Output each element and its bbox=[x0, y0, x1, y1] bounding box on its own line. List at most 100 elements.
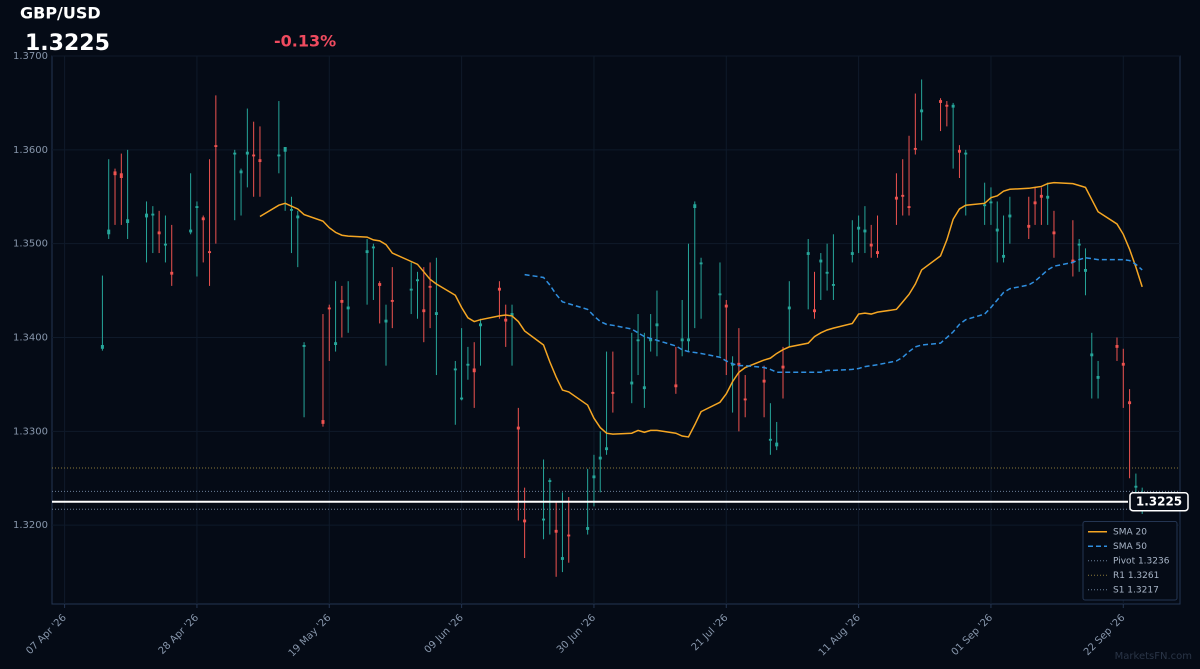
candle-body bbox=[1027, 224, 1031, 228]
candle-body bbox=[869, 243, 873, 247]
candle-body bbox=[252, 154, 256, 157]
candle-body bbox=[283, 147, 287, 152]
candle-body bbox=[1128, 401, 1132, 405]
candle-body bbox=[479, 323, 483, 327]
candle-body bbox=[1052, 231, 1056, 235]
candle-body bbox=[1008, 214, 1012, 218]
candle-body bbox=[296, 215, 300, 219]
candle-body bbox=[409, 288, 413, 291]
candle-body bbox=[195, 206, 199, 209]
legend-label: SMA 50 bbox=[1113, 542, 1147, 552]
candle-body bbox=[1115, 345, 1119, 348]
candle-body bbox=[542, 518, 546, 521]
candle-body bbox=[743, 398, 747, 401]
candle-body bbox=[119, 173, 123, 178]
candle-body bbox=[390, 299, 394, 302]
candle-body bbox=[768, 438, 772, 441]
candle-body bbox=[163, 243, 167, 246]
candle-body bbox=[724, 304, 728, 308]
candle-body bbox=[239, 170, 243, 174]
candle-body bbox=[384, 319, 388, 323]
candle-body bbox=[201, 217, 205, 221]
candle-body bbox=[340, 299, 344, 303]
candle-body bbox=[434, 312, 438, 315]
candle-body bbox=[289, 208, 293, 211]
candle-body bbox=[850, 252, 854, 255]
candle-body bbox=[611, 391, 615, 394]
legend-label: S1 1.3217 bbox=[1113, 585, 1159, 595]
y-tick-label: 1.3400 bbox=[13, 333, 48, 344]
candle-body bbox=[762, 379, 766, 383]
candle-body bbox=[699, 262, 703, 265]
candle-body bbox=[1077, 243, 1081, 246]
candle-body bbox=[346, 306, 350, 310]
candle-body bbox=[189, 229, 193, 233]
candle-body bbox=[989, 201, 993, 204]
candle-body bbox=[145, 213, 149, 218]
candle-body bbox=[920, 109, 924, 113]
change-label: -0.13% bbox=[274, 32, 336, 51]
candle-body bbox=[472, 368, 476, 373]
candle-body bbox=[825, 271, 829, 274]
candle-body bbox=[422, 309, 426, 313]
legend-label: Pivot 1.3236 bbox=[1113, 556, 1170, 566]
candle-body bbox=[233, 152, 237, 155]
candle-body bbox=[831, 284, 835, 286]
candle-body bbox=[693, 204, 697, 209]
candle-body bbox=[1083, 269, 1087, 272]
candle-body bbox=[378, 283, 382, 286]
candle-body bbox=[1090, 353, 1094, 357]
candle-body bbox=[365, 250, 369, 254]
candle-body bbox=[957, 149, 961, 153]
y-tick-label: 1.3300 bbox=[13, 426, 48, 437]
legend-label: SMA 20 bbox=[1113, 527, 1147, 537]
y-tick-label: 1.3700 bbox=[13, 51, 48, 62]
candle-body bbox=[327, 307, 331, 310]
candle-body bbox=[913, 147, 917, 150]
candle-body bbox=[680, 338, 684, 342]
price-label: 1.3225 bbox=[25, 31, 110, 56]
candle-body bbox=[151, 213, 155, 216]
candle-body bbox=[945, 104, 949, 107]
candle-body bbox=[1096, 375, 1100, 379]
candle-body bbox=[523, 519, 527, 523]
candle-body bbox=[718, 293, 722, 296]
candle-body bbox=[302, 345, 306, 347]
candle-body bbox=[630, 381, 634, 385]
candle-body bbox=[863, 229, 867, 233]
candle-body bbox=[504, 318, 508, 322]
candle-body bbox=[964, 152, 968, 155]
chart-title: GBP/USD bbox=[20, 4, 101, 23]
candle-body bbox=[775, 442, 779, 447]
legend-label: R1 1.3261 bbox=[1113, 571, 1159, 581]
y-tick-label: 1.3500 bbox=[13, 239, 48, 250]
candle-body bbox=[1121, 362, 1125, 366]
candle-body bbox=[951, 104, 955, 108]
last-price-tag bbox=[1129, 491, 1189, 512]
candle-body bbox=[737, 362, 741, 366]
candle-body bbox=[157, 231, 161, 235]
candle-body bbox=[787, 306, 791, 310]
candle-body bbox=[806, 252, 810, 255]
sma-line bbox=[524, 256, 1143, 373]
candle-body bbox=[813, 309, 817, 313]
candle-body bbox=[819, 259, 823, 263]
candle-body bbox=[1039, 194, 1043, 198]
candle-body bbox=[655, 323, 659, 327]
candle-body bbox=[554, 529, 558, 533]
candle-body bbox=[674, 384, 678, 388]
candle-body bbox=[901, 194, 905, 197]
candle-body bbox=[258, 159, 262, 163]
candle-body bbox=[598, 456, 602, 460]
candle-body bbox=[334, 342, 338, 346]
candle-body bbox=[649, 338, 653, 342]
candle-body bbox=[371, 246, 375, 249]
candle-body bbox=[894, 196, 898, 200]
candle-body bbox=[857, 226, 861, 230]
candle-body bbox=[497, 287, 501, 291]
candle-body bbox=[214, 145, 218, 148]
candle-body bbox=[1002, 254, 1006, 258]
y-tick-label: 1.3200 bbox=[13, 520, 48, 531]
